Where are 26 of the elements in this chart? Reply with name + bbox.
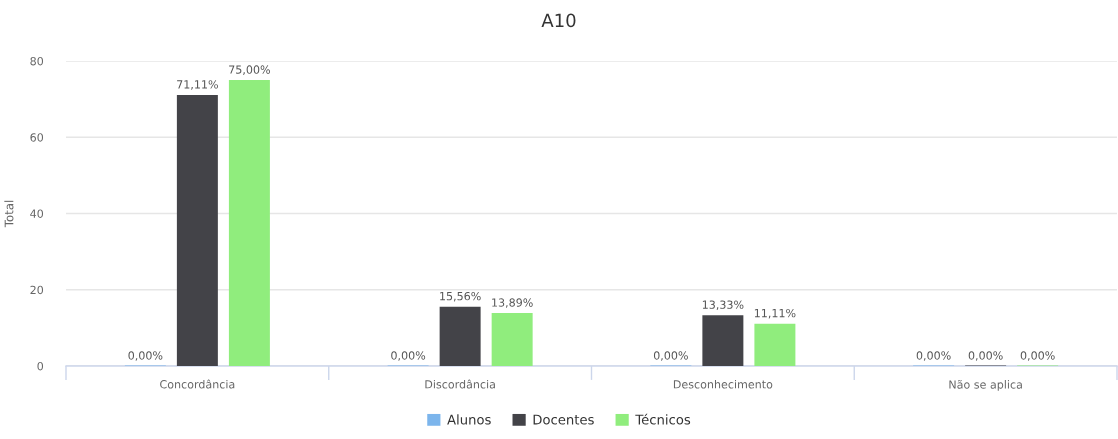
data-label: 0,00% (916, 351, 951, 361)
data-label: 0,00% (128, 351, 163, 361)
legend-label: Docentes (533, 414, 594, 425)
x-tick-label: Discordância (425, 379, 495, 389)
data-label: 0,00% (391, 351, 426, 361)
x-tick-label: Desconhecimento (673, 379, 773, 389)
data-label: 71,11% (177, 80, 218, 90)
legend-label: Técnicos (635, 413, 691, 425)
y-tick-label: 80 (30, 56, 44, 66)
data-label: 13,33% (702, 300, 744, 310)
y-tick-label: 20 (30, 285, 44, 295)
data-label: 13,89% (492, 298, 533, 308)
data-label: 15,56% (440, 291, 481, 302)
data-label: 0,00% (968, 351, 1003, 361)
y-axis-title: Total (4, 200, 14, 228)
x-tick-label: Não se aplica (949, 379, 1022, 391)
y-tick-label: 0 (37, 361, 44, 371)
y-tick-label: 60 (30, 133, 44, 142)
data-label: 0,00% (653, 351, 688, 361)
chart-title: A10 (541, 13, 576, 28)
legend-label: Alunos (447, 414, 491, 425)
data-label: 75,00% (229, 65, 270, 75)
data-label: 0,00% (1020, 351, 1055, 361)
data-label: 11,11% (754, 308, 796, 319)
x-tick-label: Concordância (160, 379, 235, 389)
y-tick-label: 40 (30, 209, 44, 218)
